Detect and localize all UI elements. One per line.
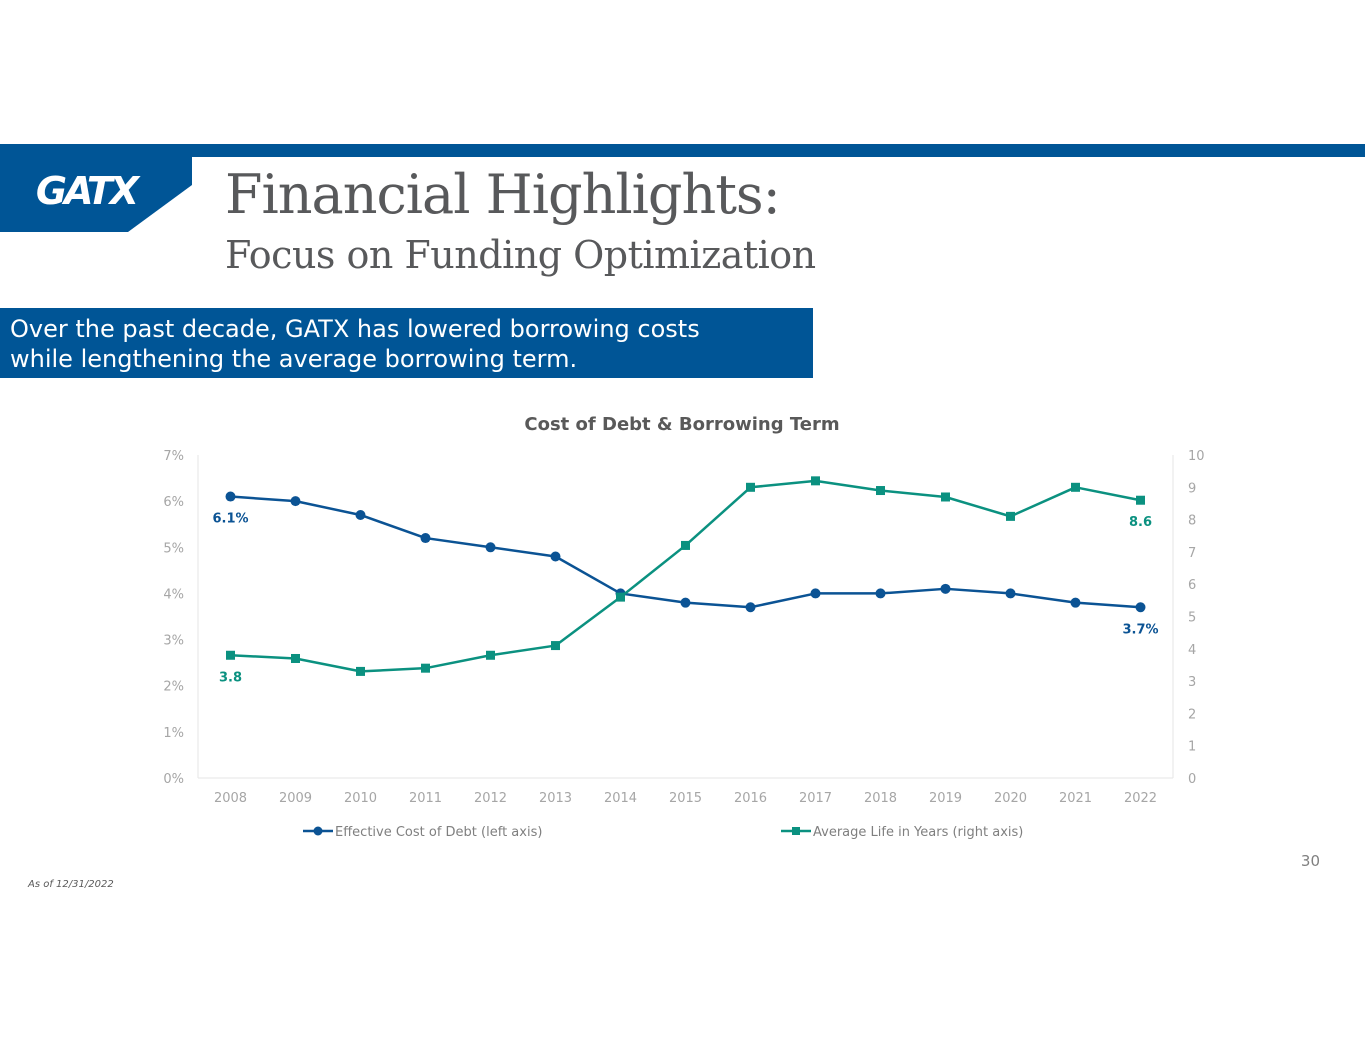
left-axis-tick-label: 7% (163, 449, 184, 464)
x-axis-tick-label: 2018 (864, 791, 897, 806)
x-axis-tick-label: 2021 (1059, 791, 1092, 806)
average-life-point (876, 486, 885, 496)
left-axis-tick-label: 3% (163, 634, 184, 649)
average-life-data-label: 8.6 (1129, 515, 1152, 530)
x-axis-tick-label: 2008 (214, 791, 247, 806)
left-axis-tick-label: 0% (163, 772, 184, 787)
x-axis-tick-label: 2019 (929, 791, 962, 806)
right-axis-tick-label: 7 (1188, 546, 1196, 561)
average-life-point (486, 650, 495, 660)
average-life-point (551, 641, 560, 651)
average-life-point (1071, 482, 1080, 492)
banner-line-1: Over the past decade, GATX has lowered b… (10, 315, 700, 343)
cost-of-debt-legend-label: Effective Cost of Debt (left axis) (335, 825, 542, 840)
cost-of-debt-point (420, 533, 431, 544)
header-bar (0, 144, 1365, 157)
x-axis-tick-label: 2016 (734, 791, 767, 806)
cost-of-debt-point (225, 491, 236, 502)
left-axis-tick-label: 5% (163, 541, 184, 556)
average-life-legend-marker (792, 827, 800, 835)
x-axis-tick-label: 2013 (539, 791, 572, 806)
logo: GATX (0, 144, 192, 232)
cost-of-debt-point (1135, 602, 1146, 613)
average-life-point (356, 666, 365, 676)
cost-of-debt-point (355, 509, 366, 520)
average-life-data-label: 3.8 (219, 670, 242, 685)
average-life-legend-entry: Average Life in Years (right axis) (781, 825, 1023, 840)
cost-of-debt-point (1070, 597, 1081, 608)
cost-of-debt-legend-marker (313, 826, 323, 836)
right-axis-tick-label: 0 (1188, 772, 1196, 787)
right-axis-tick-label: 8 (1188, 514, 1196, 529)
x-axis-tick-label: 2020 (994, 791, 1027, 806)
left-axis-tick-label: 2% (163, 680, 184, 695)
cost-of-debt-data-label: 3.7% (1122, 622, 1158, 637)
left-axis-tick-label: 4% (163, 587, 184, 602)
footnote: As of 12/31/2022 (28, 879, 114, 890)
cost-of-debt-point (745, 602, 756, 613)
average-life-point (226, 650, 235, 660)
average-life-point (616, 592, 625, 602)
x-axis-tick-label: 2012 (474, 791, 507, 806)
average-life-point (1006, 511, 1015, 521)
chart-svg: Cost of Debt & Borrowing Term 0% 1% 2% 3% 4% 5… (163, 414, 1205, 840)
cost-of-debt-point (485, 542, 496, 553)
x-axis-tick-label: 2009 (279, 791, 312, 806)
cost-of-debt-point (875, 588, 886, 599)
x-axis-tick-label: 2010 (344, 791, 377, 806)
cost-of-debt-point (680, 597, 691, 608)
chart-title: Cost of Debt & Borrowing Term (524, 414, 839, 435)
right-axis-tick-label: 9 (1188, 481, 1196, 496)
x-axis-tick-label: 2015 (669, 791, 702, 806)
summary-banner: Over the past decade, GATX has lowered b… (0, 308, 813, 378)
right-axis-tick-label: 3 (1188, 675, 1196, 690)
average-life-legend-label: Average Life in Years (right axis) (813, 825, 1023, 840)
page-subtitle: Focus on Funding Optimization (225, 233, 816, 277)
cost-of-debt-point (810, 588, 821, 599)
cost-of-debt-point (1005, 588, 1016, 599)
average-life-point (291, 653, 300, 663)
average-life-point (681, 540, 690, 550)
average-life-point (941, 492, 950, 502)
average-life-point (421, 663, 430, 673)
cost-of-debt-point (940, 583, 951, 594)
average-life-point (746, 482, 755, 492)
left-axis-tick-label: 1% (163, 726, 184, 741)
average-life-line (230, 479, 1141, 673)
x-axis-tick-label: 2022 (1124, 791, 1157, 806)
banner-line-2: while lengthening the average borrowing … (10, 345, 578, 373)
x-axis-tick-label: 2014 (604, 791, 637, 806)
cost-of-debt-data-label: 6.1% (212, 512, 248, 527)
cost-of-debt-legend-entry: Effective Cost of Debt (left axis) (303, 825, 542, 840)
logo-text: GATX (36, 169, 141, 213)
x-axis-tick-label: 2011 (409, 791, 442, 806)
page-number: 30 (1300, 852, 1320, 870)
average-life-point (1136, 495, 1145, 505)
right-axis-tick-label: 2 (1188, 707, 1196, 722)
average-life-point (811, 476, 820, 486)
cost-of-debt-point (290, 496, 301, 507)
right-axis-tick-label: 10 (1188, 449, 1205, 464)
right-axis-tick-label: 5 (1188, 611, 1196, 626)
page-title: Financial Highlights: (225, 163, 781, 226)
right-axis-tick-label: 1 (1188, 740, 1196, 755)
left-axis-tick-label: 6% (163, 495, 184, 510)
right-axis-tick-label: 6 (1188, 578, 1196, 593)
x-axis-tick-label: 2017 (799, 791, 832, 806)
cost-of-debt-point (550, 551, 561, 562)
right-axis-tick-label: 4 (1188, 643, 1196, 658)
cost-of-debt-chart: Cost of Debt & Borrowing Term 0% 1% 2% 3% 4% 5… (0, 400, 1365, 850)
